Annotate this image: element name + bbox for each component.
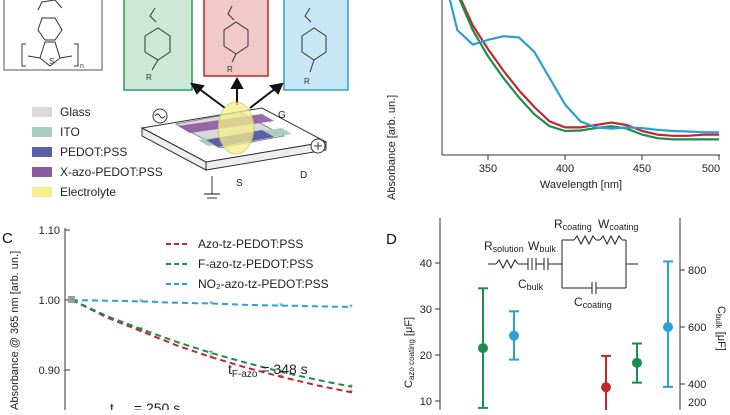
azo-structure-red: R xyxy=(203,0,269,77)
b-series-line-0 xyxy=(459,0,719,137)
b-ylabel: Absorbance [arb. un.] xyxy=(386,95,398,200)
d-left-ticks: 40 30 20 10 xyxy=(420,258,440,408)
legend-label-ito: ITO xyxy=(60,125,80,139)
c-legend-label: NO₂-azo-tz-PEDOT:PSS xyxy=(198,277,329,291)
legend-swatch-glass xyxy=(32,107,52,117)
b-series-line-2 xyxy=(448,0,719,134)
b-tick-label: 450 xyxy=(633,163,651,175)
c-series-line-1 xyxy=(71,299,353,388)
panel-d: D Cazo coating [μF] 40 30 20 10 800 600 … xyxy=(386,217,727,415)
panel-a: S n R R R xyxy=(3,0,349,199)
panel-c: C Absorbance @ 365 nm [arb. un.] 1.10 1.… xyxy=(2,225,353,415)
d-tick-label: 800 xyxy=(688,265,706,277)
monomer-structure: S n xyxy=(3,0,103,71)
panel-letter-c: C xyxy=(2,230,13,247)
legend-label-electrolyte: Electrolyte xyxy=(60,185,116,199)
d-data-point xyxy=(663,322,673,332)
c-data-marker: * xyxy=(279,302,283,313)
d-tick-label: 10 xyxy=(420,396,432,408)
svg-text:Ccoating: Ccoating xyxy=(574,295,612,310)
c-annotation-fazo: tF-azo = 348 s xyxy=(228,361,308,380)
legend-label-glass: Glass xyxy=(60,105,91,119)
c-data-marker: * xyxy=(349,383,353,394)
c-ylabel: Absorbance @ 365 nm [arb. un.] xyxy=(9,251,21,410)
c-legend-label: Azo-tz-PEDOT:PSS xyxy=(198,237,303,251)
svg-text:Rsolution: Rsolution xyxy=(484,239,524,254)
substituent-label: R xyxy=(304,77,310,86)
legend-swatch-ito xyxy=(32,127,52,137)
d-data-point xyxy=(632,357,642,368)
b-tick-label: 500 xyxy=(702,163,720,175)
arrows xyxy=(190,76,284,109)
c-data-marker: * xyxy=(279,368,283,379)
d-tick-label: 600 xyxy=(688,322,706,334)
panel-b: Absorbance [arb. un.] 350 400 450 500 Wa… xyxy=(386,0,720,200)
d-points xyxy=(478,260,673,415)
d-right-ticks: 800 600 400 200 xyxy=(680,265,706,409)
c-data-marker: * xyxy=(139,325,143,336)
b-xlabel: Wavelength [nm] xyxy=(540,179,622,191)
d-tick-label: 40 xyxy=(420,258,432,270)
c-annotation-azo: tazo = 250 s xyxy=(110,400,180,410)
d-left-ylabel: Cazo coating [μF] xyxy=(403,317,416,388)
c-series: *************** xyxy=(68,296,353,399)
d-data-point xyxy=(478,343,488,354)
layer-legend: Glass ITO PEDOT:PSS X-azo-PEDOT:PSS Elec… xyxy=(32,105,163,199)
device-schematic: G S D xyxy=(140,101,328,199)
c-series-line-0 xyxy=(71,299,353,394)
d-tick-label: 20 xyxy=(420,350,432,362)
c-data-marker: * xyxy=(209,300,213,311)
substituent-label: R xyxy=(227,65,233,74)
legend-label-pedot: PEDOT:PSS xyxy=(60,145,127,159)
b-series-line-1 xyxy=(458,0,719,141)
monomer-subscript: n xyxy=(80,63,84,70)
panel-letter-d: D xyxy=(386,231,397,248)
d-tick-label: 200 xyxy=(688,397,706,409)
equivalent-circuit xyxy=(488,234,638,294)
drain-label: D xyxy=(300,170,307,181)
b-tick-label: 400 xyxy=(556,163,574,175)
w-coating-element xyxy=(599,234,623,246)
circuit-labels: Rsolution Wbulk Cbulk Rcoating Wcoating … xyxy=(484,217,638,310)
d-tick-label: 30 xyxy=(420,304,432,316)
svg-text:Cbulk: Cbulk xyxy=(518,277,544,292)
c-data-marker: * xyxy=(279,373,283,384)
d-tick-label: 400 xyxy=(688,379,706,391)
c-data-marker: * xyxy=(209,353,213,364)
legend-swatch-xazo xyxy=(32,167,52,177)
c-data-marker: * xyxy=(349,303,353,314)
azo-structure-blue: R xyxy=(283,0,349,91)
legend-label-xazo: X-azo-PEDOT:PSS xyxy=(60,165,163,179)
source-label: S xyxy=(236,178,243,189)
gate-label: G xyxy=(278,110,286,121)
c-legend-label: F-azo-tz-PEDOT:PSS xyxy=(198,257,313,271)
c-data-marker: * xyxy=(209,349,213,360)
legend-swatch-electrolyte xyxy=(32,187,52,197)
c-data-marker: * xyxy=(349,388,353,399)
c-tick-label: 0.90 xyxy=(39,365,60,377)
c-data-marker: * xyxy=(139,297,143,308)
b-tick-label: 350 xyxy=(479,163,497,175)
c-legend: Azo-tz-PEDOT:PSS F-azo-tz-PEDOT:PSS NO₂-… xyxy=(166,237,329,291)
c-series-line-2 xyxy=(71,299,353,308)
d-right-ylabel: Cbulk [μF] xyxy=(714,306,727,351)
d-data-point xyxy=(601,382,611,393)
b-x-ticks: 350 400 450 500 xyxy=(479,155,720,175)
azo-structure-green: R xyxy=(123,0,193,91)
r-coating-resistor xyxy=(573,234,597,246)
b-series xyxy=(448,0,719,141)
r-solution-resistor xyxy=(495,258,519,270)
c-tick-label: 1.00 xyxy=(39,295,60,307)
substituent-label: R xyxy=(146,73,152,82)
svg-text:Rcoating: Rcoating xyxy=(554,217,592,232)
c-data-marker: * xyxy=(139,328,143,339)
c-tick-label: 1.10 xyxy=(39,225,60,237)
c-start-marker xyxy=(68,296,75,303)
svg-text:Wbulk: Wbulk xyxy=(528,239,556,254)
sulfur-label: S xyxy=(49,57,54,66)
d-data-point xyxy=(509,330,519,341)
svg-text:Wcoating: Wcoating xyxy=(598,217,638,232)
legend-swatch-pedot xyxy=(32,147,52,157)
